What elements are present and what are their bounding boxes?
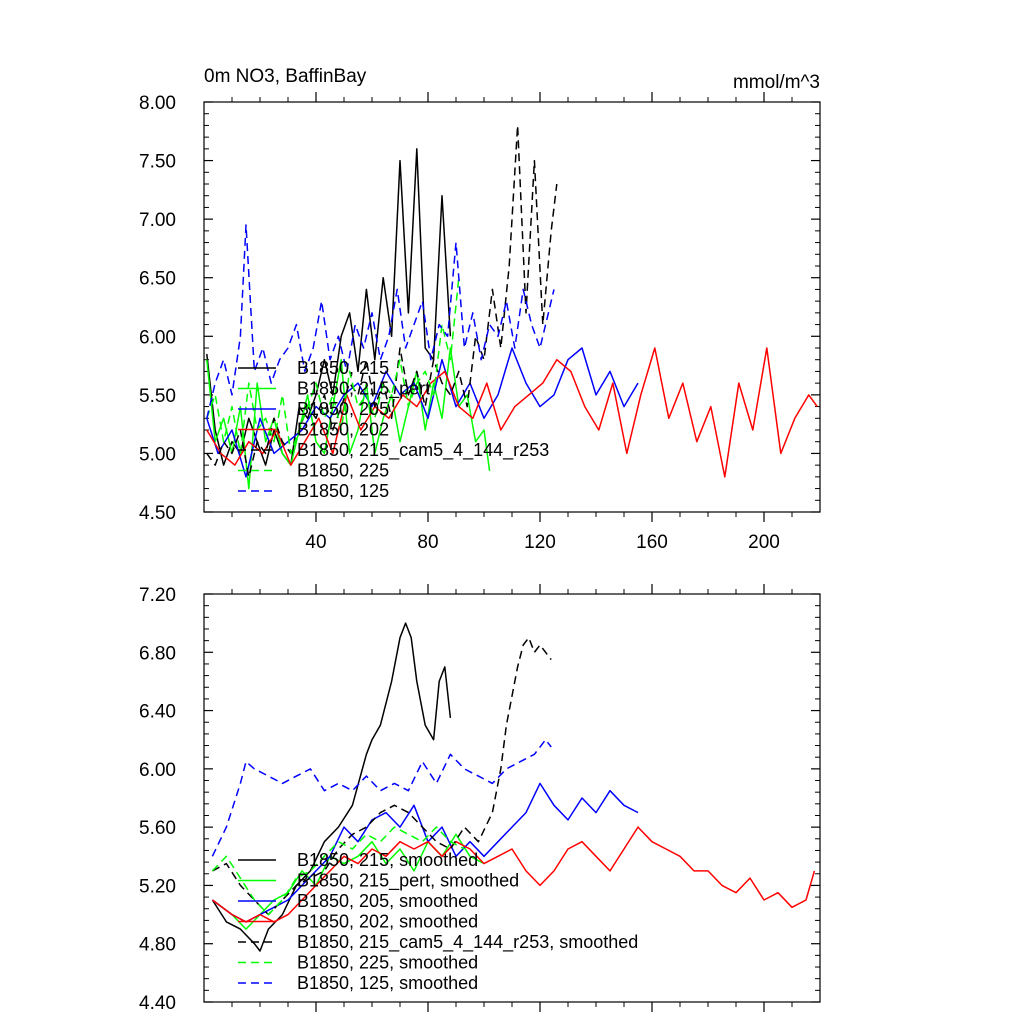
legend-label: B1850, 205, smoothed <box>297 891 478 911</box>
legend-label: B1850, 215_cam5_4_144_r253, smoothed <box>297 932 638 953</box>
series-group <box>211 622 816 952</box>
series-line-4 <box>211 826 816 923</box>
series-line-5 <box>206 124 558 478</box>
y-tick-label: 8.00 <box>139 93 176 114</box>
legend-label: B1850, 225 <box>297 461 389 481</box>
y-tick-label: 4.50 <box>139 503 176 524</box>
legend-label: B1850, 215, smoothed <box>297 850 478 870</box>
y-tick-label: 4.40 <box>139 993 176 1014</box>
x-tick-label: 40 <box>305 532 326 553</box>
y-tick-label: 5.50 <box>139 386 176 407</box>
legend-label: B1850, 215_pert, smoothed <box>297 871 519 892</box>
legend-label: B1850, 215_pert <box>297 379 430 400</box>
chart-title: 0m NO3, BaffinBay <box>204 66 367 87</box>
legend-label: B1850, 215_cam5_4_144_r253 <box>297 440 549 461</box>
legend-label: B1850, 125 <box>297 481 389 501</box>
series-group <box>206 124 818 490</box>
series-line-7 <box>211 738 552 857</box>
legend-label: B1850, 205 <box>297 399 389 419</box>
series-line-1 <box>211 622 452 952</box>
legend-label: B1850, 125, smoothed <box>297 973 478 993</box>
series-line-4 <box>206 347 818 478</box>
series-line-1 <box>206 148 452 466</box>
upper-panel: 4.50 5.00 5.50 6.00 6.50 7.00 7.50 8.00 40 80 120 1… <box>139 66 821 553</box>
y-tick-label: 6.00 <box>139 327 176 348</box>
legend-label: B1850, 202 <box>297 420 389 440</box>
y-tick-label: 5.20 <box>139 876 176 897</box>
units-label: mmol/m^3 <box>733 72 820 93</box>
x-tick-label: 200 <box>748 532 780 553</box>
series-line-5 <box>212 636 552 916</box>
y-tick-label: 6.00 <box>139 760 176 781</box>
legend-label: B1850, 202, smoothed <box>297 912 478 932</box>
y-tick-label: 6.80 <box>139 643 176 664</box>
x-tick-label: 120 <box>524 532 556 553</box>
y-tick-label: 5.60 <box>139 818 176 839</box>
y-tick-label: 6.50 <box>139 269 176 290</box>
x-tick-label: 160 <box>636 532 668 553</box>
series-line-6 <box>206 277 460 455</box>
y-tick-label: 7.20 <box>139 585 176 606</box>
legend-label: B1850, 225, smoothed <box>297 953 478 973</box>
series-line-6 <box>211 826 465 916</box>
legend-label: B1850, 215 <box>297 358 389 378</box>
lower-panel: 4.40 4.80 5.20 5.60 6.00 6.40 6.80 7.20 B1850, 2… <box>139 584 821 1014</box>
y-tick-label: 7.50 <box>139 152 176 173</box>
y-tick-label: 5.00 <box>139 444 176 465</box>
x-tick-label: 80 <box>417 532 438 553</box>
y-tick-label: 4.80 <box>139 935 176 956</box>
y-tick-label: 7.00 <box>139 210 176 231</box>
y-tick-label: 6.40 <box>139 702 176 723</box>
series-line-7 <box>206 224 555 419</box>
